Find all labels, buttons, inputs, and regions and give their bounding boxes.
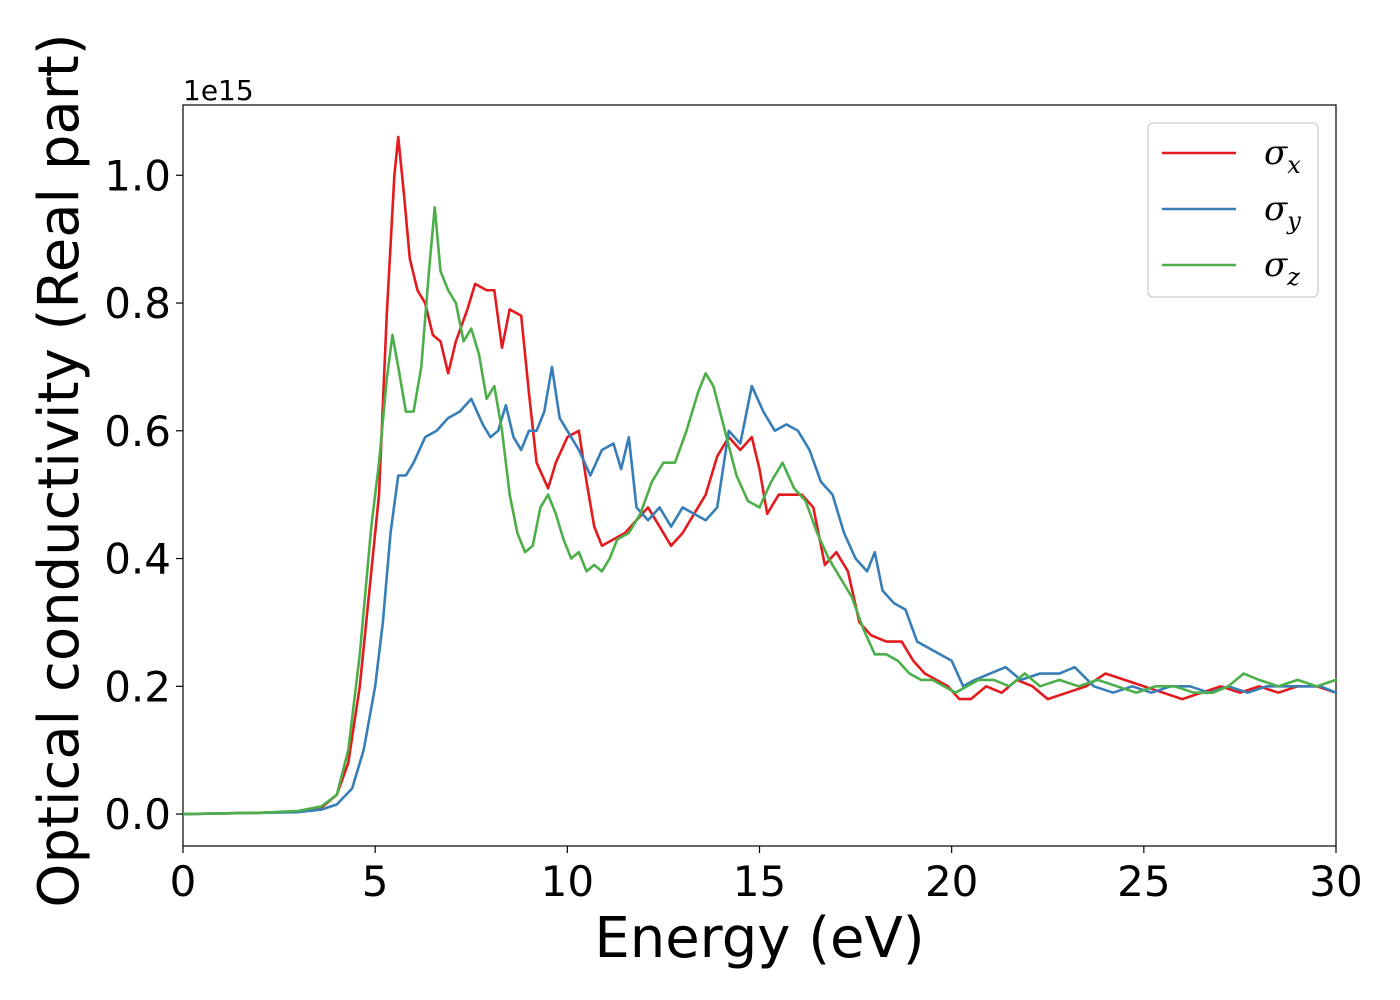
legend-subscript: z — [1286, 263, 1300, 291]
x-tick-label: 5 — [362, 857, 389, 906]
x-tick-label: 25 — [1117, 857, 1170, 906]
x-tick-label: 30 — [1309, 857, 1362, 906]
y-axis: 0.0 0.2 0.4 0.6 0.8 1.0 — [104, 151, 183, 839]
y-tick-label: 0.8 — [104, 279, 171, 328]
series-line-z — [181, 205, 1338, 816]
y-tick-label: 0.2 — [104, 662, 171, 711]
legend-label-x: σx — [1264, 133, 1301, 179]
legend-subscript: y — [1286, 207, 1301, 235]
legend-symbol: σ — [1264, 245, 1288, 285]
y-tick-label: 0.6 — [104, 407, 171, 456]
y-offset-label: 1e15 — [183, 74, 254, 107]
y-axis-title: Optical conductivity (Real part) — [27, 33, 92, 907]
series-line-y — [181, 365, 1338, 816]
series-group — [181, 135, 1338, 816]
legend-symbol: σ — [1264, 189, 1288, 229]
x-axis: 0 5 10 15 20 25 30 — [170, 846, 1363, 906]
y-tick-label: 0.4 — [104, 535, 171, 584]
legend-label-y: σy — [1264, 189, 1301, 235]
x-tick-label: 20 — [925, 857, 978, 906]
x-axis-title: Energy (eV) — [594, 906, 924, 971]
y-tick-label: 1.0 — [104, 151, 171, 200]
x-tick-label: 10 — [541, 857, 594, 906]
x-tick-label: 15 — [733, 857, 786, 906]
legend-symbol: σ — [1264, 133, 1288, 173]
x-tick-label: 0 — [170, 857, 197, 906]
y-tick-label: 0.0 — [104, 790, 171, 839]
legend-subscript: x — [1287, 151, 1301, 179]
legend-label-z: σz — [1264, 245, 1300, 291]
